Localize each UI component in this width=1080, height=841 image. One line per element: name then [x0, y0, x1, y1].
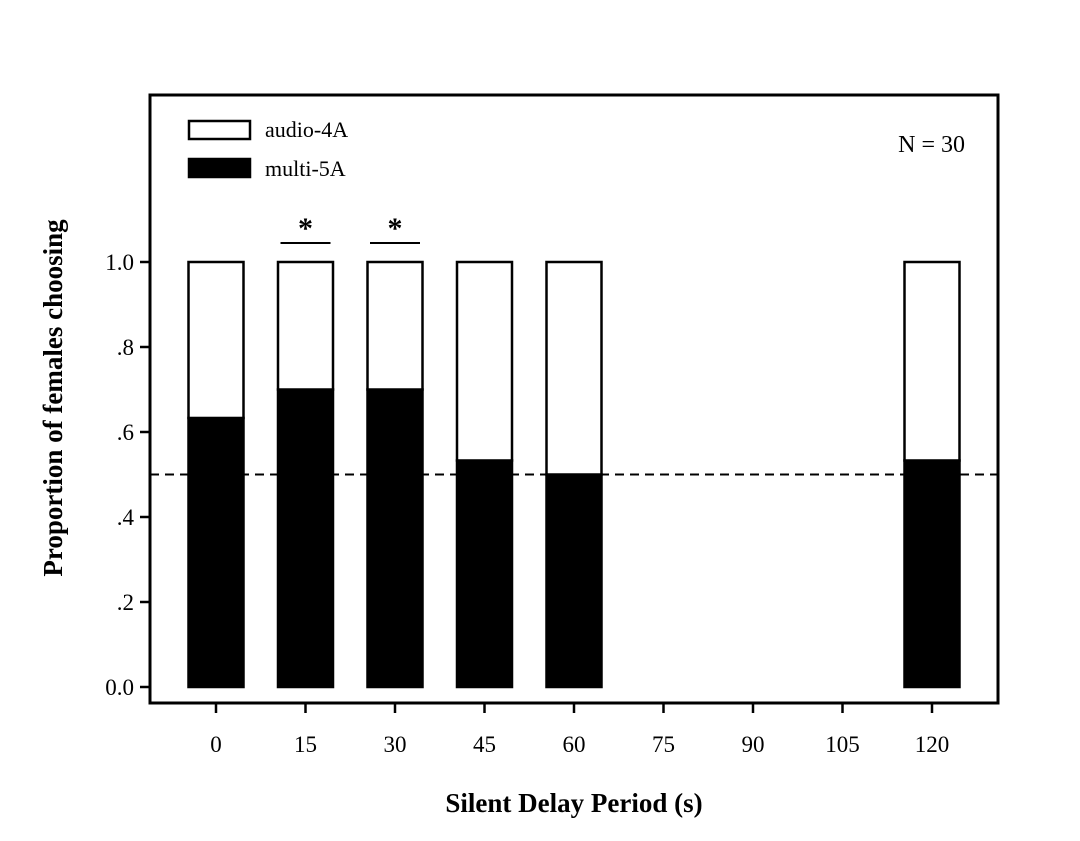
y-axis: 0.0 .2 .4 .6 .8 1.0 [105, 250, 150, 700]
bar-multi-5A-45 [455, 459, 514, 689]
x-tick-label: 60 [563, 732, 586, 757]
x-tick-label: 120 [915, 732, 950, 757]
y-tick-label: .4 [117, 505, 135, 530]
y-tick-label: 1.0 [105, 250, 134, 275]
bar-multi-5A-30 [366, 388, 424, 689]
significance-markers: * * [280, 212, 420, 245]
x-tick-label: 90 [742, 732, 765, 757]
bar-audio-4A-120 [903, 260, 961, 462]
y-tick-label: .6 [117, 420, 134, 445]
bars [187, 260, 961, 689]
y-axis-label: Proportion of females choosing [38, 219, 68, 577]
bar-audio-4A-15 [276, 260, 335, 391]
bar-multi-5A-15 [276, 388, 335, 689]
legend-swatch-audio-4A [187, 119, 252, 141]
bar-multi-5A-60 [545, 473, 603, 689]
bar-audio-4A-60 [545, 260, 603, 476]
x-tick-label: 75 [652, 732, 675, 757]
x-axis: 0 15 30 45 60 75 90 105 120 [210, 703, 949, 757]
x-tick-label: 45 [473, 732, 496, 757]
significance-asterisk: * [388, 212, 403, 245]
y-tick-label: .2 [117, 590, 134, 615]
x-tick-label: 30 [384, 732, 407, 757]
bar-audio-4A-45 [455, 260, 514, 462]
legend-label-multi-5A: multi-5A [265, 156, 346, 181]
legend: audio-4A multi-5A [187, 117, 348, 181]
sample-size-annotation: N = 30 [898, 132, 965, 158]
bar-multi-5A-120 [903, 459, 961, 689]
significance-asterisk: * [298, 212, 313, 245]
y-tick-label: 0.0 [105, 675, 134, 700]
y-tick-label: .8 [117, 335, 134, 360]
bar-audio-4A-0 [187, 260, 245, 420]
legend-label-audio-4A: audio-4A [265, 117, 348, 142]
bar-audio-4A-30 [366, 260, 424, 391]
x-axis-label: Silent Delay Period (s) [445, 788, 702, 818]
x-tick-label: 15 [294, 732, 317, 757]
x-tick-label: 0 [210, 732, 222, 757]
bar-multi-5A-0 [187, 416, 245, 689]
x-tick-label: 105 [825, 732, 860, 757]
legend-swatch-multi-5A [187, 157, 252, 179]
